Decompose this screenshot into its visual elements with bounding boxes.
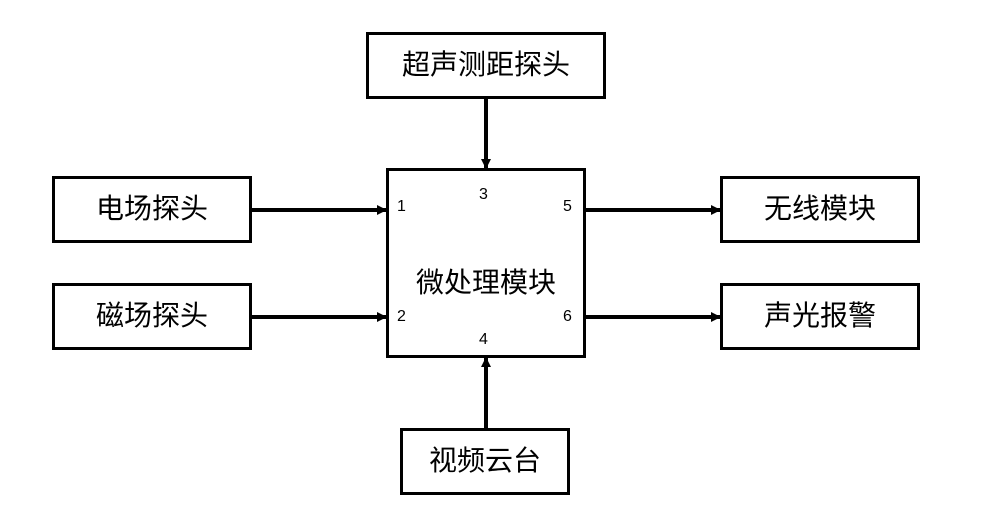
box-efield-probe: 电场探头 (52, 176, 252, 243)
box-label: 无线模块 (764, 196, 876, 224)
box-video-ptz: 视频云台 (400, 428, 570, 495)
box-audiovisual-alarm: 声光报警 (720, 283, 920, 350)
diagram-stage: 超声测距探头 电场探头 磁场探头 无线模块 声光报警 视频云台 微处理模块 1 … (0, 0, 1000, 527)
box-label: 磁场探头 (96, 303, 208, 331)
box-label: 视频云台 (429, 448, 541, 476)
port-2: 2 (397, 308, 406, 326)
port-4: 4 (479, 331, 488, 349)
port-5: 5 (563, 198, 572, 216)
center-title: 微处理模块 (416, 261, 556, 301)
box-label: 电场探头 (96, 196, 208, 224)
box-wireless-module: 无线模块 (720, 176, 920, 243)
port-3: 3 (479, 186, 488, 204)
box-mfield-probe: 磁场探头 (52, 283, 252, 350)
box-ultrasonic-probe: 超声测距探头 (366, 32, 606, 99)
port-1: 1 (397, 198, 406, 216)
port-6: 6 (563, 308, 572, 326)
box-label: 声光报警 (764, 303, 876, 331)
box-label: 超声测距探头 (402, 52, 570, 80)
